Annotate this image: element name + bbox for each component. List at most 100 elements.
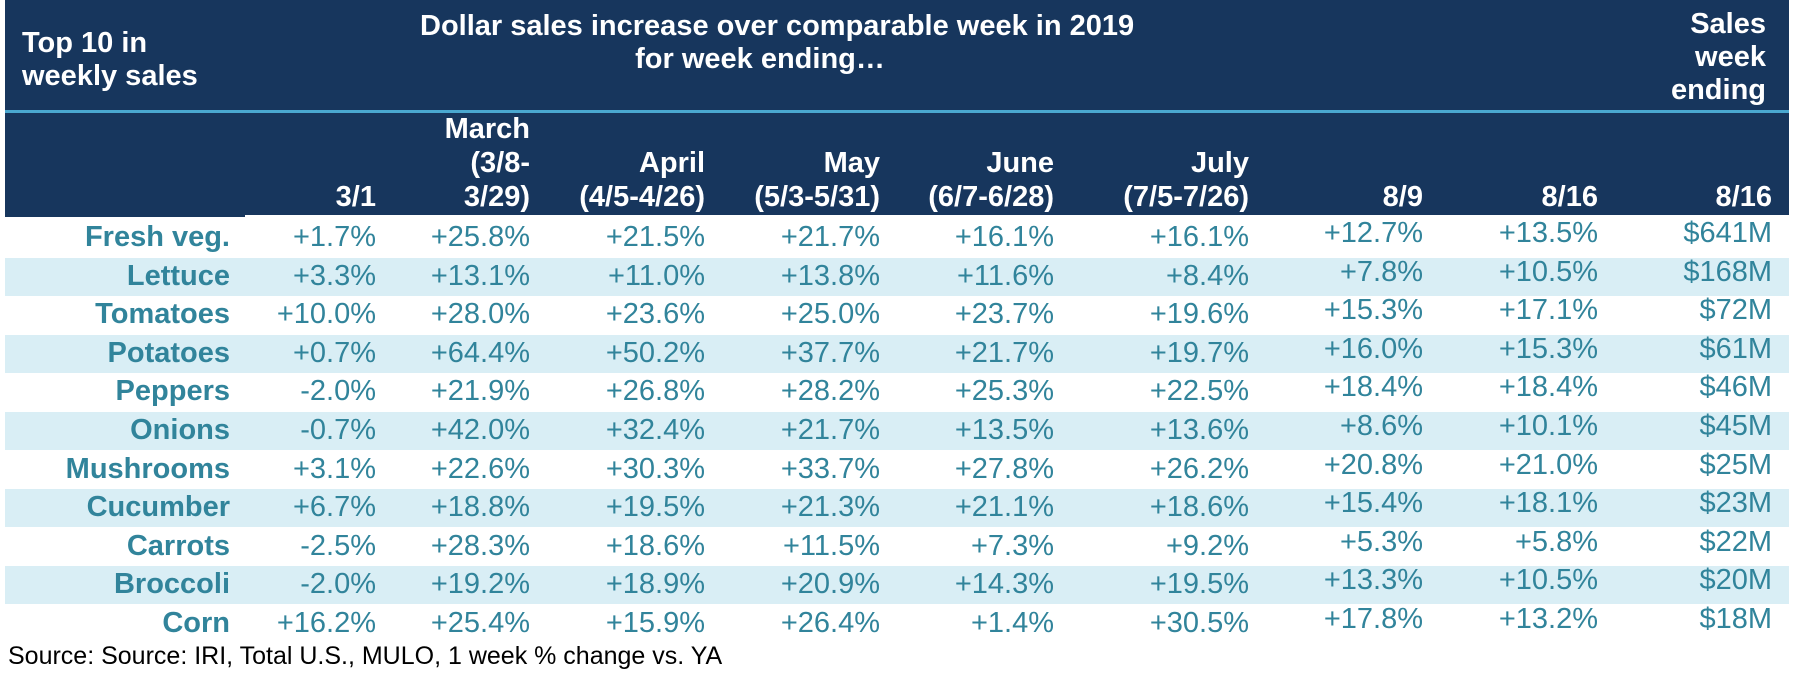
table-cell: +13.3% bbox=[1323, 564, 1423, 597]
table-cell: $18M bbox=[1699, 603, 1772, 635]
table-cell: +10.1% bbox=[1498, 410, 1598, 442]
table-cell: $46M bbox=[1699, 371, 1772, 404]
table-cell: +16.0% bbox=[1323, 332, 1423, 365]
table-cell: +16.1% bbox=[1149, 221, 1249, 253]
column-header-line: (4/5-4/26) bbox=[579, 181, 705, 213]
table-cell: $23M bbox=[1699, 487, 1772, 520]
table-cell: -2.5% bbox=[300, 529, 376, 562]
table-cell: +20.9% bbox=[780, 568, 880, 601]
table-cell: +19.7% bbox=[1149, 336, 1249, 369]
table-cell: +11.5% bbox=[782, 529, 880, 562]
column-header: July (7/5-7/26) bbox=[1049, 146, 1249, 214]
table-cell: +14.3% bbox=[954, 568, 1054, 601]
table-cell: +0.7% bbox=[292, 336, 376, 369]
table-cell: +18.9% bbox=[605, 568, 705, 601]
table-cell: +26.8% bbox=[605, 375, 705, 408]
column-header: June (6/7-6/28) bbox=[854, 146, 1054, 214]
title-right-line: ending bbox=[1670, 74, 1766, 106]
column-header: 8/16 bbox=[1572, 180, 1772, 214]
table-cell: +6.7% bbox=[292, 491, 376, 524]
column-header: 3/1 bbox=[176, 180, 376, 214]
table-cell: +28.0% bbox=[430, 298, 530, 331]
column-header-line: 3/1 bbox=[335, 181, 376, 213]
table-cell: +16.1% bbox=[954, 221, 1054, 253]
table-cell: +18.1% bbox=[1498, 487, 1598, 520]
table-cell: +19.5% bbox=[605, 491, 705, 524]
table-cell: +17.8% bbox=[1323, 603, 1423, 635]
table-cell: +16.2% bbox=[276, 607, 376, 639]
row-stripe bbox=[5, 257, 1789, 296]
row-stripe bbox=[5, 412, 1789, 450]
table-cell: +9.2% bbox=[1165, 529, 1249, 562]
table-cell: $25M bbox=[1699, 448, 1772, 481]
table-cell: +20.8% bbox=[1323, 448, 1423, 481]
table-cell: +21.1% bbox=[954, 491, 1054, 524]
table-cell: +15.3% bbox=[1498, 332, 1598, 365]
table-cell: $641M bbox=[1683, 217, 1772, 249]
table-cell: +8.4% bbox=[1165, 259, 1249, 292]
column-header-line: July bbox=[1190, 147, 1249, 179]
table-cell: $20M bbox=[1699, 564, 1772, 597]
table-cell: +22.5% bbox=[1149, 375, 1249, 408]
table-cell: +19.5% bbox=[1149, 568, 1249, 601]
table-cell: +15.4% bbox=[1323, 487, 1423, 520]
table-cell: +3.1% bbox=[292, 452, 376, 485]
column-header-line: 8/16 bbox=[1541, 181, 1598, 213]
title-right-line: week bbox=[1695, 41, 1766, 73]
table-cell: +21.5% bbox=[605, 221, 705, 253]
row-label: Peppers bbox=[115, 375, 230, 408]
table-cell: +23.6% bbox=[605, 298, 705, 331]
header-notch bbox=[5, 213, 245, 217]
column-header-line: (7/5-7/26) bbox=[1123, 181, 1249, 213]
column-header-line: April bbox=[638, 147, 705, 179]
table-cell: +13.2% bbox=[1498, 603, 1598, 635]
title-left-line: weekly sales bbox=[22, 60, 198, 92]
table-cell: +21.9% bbox=[430, 375, 530, 408]
table-cell: +32.4% bbox=[605, 414, 705, 446]
table-cell: +22.6% bbox=[430, 452, 530, 485]
column-header-line: (5/3-5/31) bbox=[754, 181, 880, 213]
row-stripe bbox=[5, 334, 1789, 373]
row-label: Lettuce bbox=[126, 259, 230, 292]
title-top-10: Top 10 in weekly sales bbox=[22, 27, 198, 93]
column-header-band bbox=[5, 113, 1789, 215]
table-cell: +5.8% bbox=[1514, 525, 1598, 558]
table-cell: +18.4% bbox=[1323, 371, 1423, 404]
column-header-line: May bbox=[823, 147, 880, 179]
row-label: Broccoli bbox=[113, 568, 230, 601]
table-cell: +13.5% bbox=[1498, 217, 1598, 249]
table-cell: $45M bbox=[1699, 410, 1772, 442]
row-label: Carrots bbox=[126, 529, 230, 562]
table-cell: +21.7% bbox=[780, 414, 880, 446]
table-cell: +18.8% bbox=[430, 491, 530, 524]
table-cell: +5.3% bbox=[1339, 525, 1423, 558]
table-cell: +25.0% bbox=[780, 298, 880, 331]
table-cell: +15.9% bbox=[605, 607, 705, 639]
table-cell: +17.1% bbox=[1498, 294, 1598, 327]
row-label: Potatoes bbox=[107, 336, 230, 369]
table-cell: +18.4% bbox=[1498, 371, 1598, 404]
title-center-line: for week ending… bbox=[635, 43, 885, 75]
table-cell: +13.8% bbox=[780, 259, 880, 292]
column-header-line: 3/29) bbox=[463, 181, 530, 213]
table-cell: +13.1% bbox=[430, 259, 530, 292]
title-left-line: Top 10 in bbox=[22, 27, 148, 59]
table-cell: +7.3% bbox=[970, 529, 1054, 562]
column-header: April (4/5-4/26) bbox=[505, 146, 705, 214]
table-cell: +1.4% bbox=[970, 607, 1054, 639]
table-cell: -2.0% bbox=[300, 568, 376, 601]
table-cell: +23.7% bbox=[954, 298, 1054, 331]
row-label: Fresh veg. bbox=[84, 221, 230, 253]
table-cell: +21.3% bbox=[780, 491, 880, 524]
column-header-line: March bbox=[444, 113, 530, 145]
column-header: March (3/8- 3/29) bbox=[330, 112, 530, 214]
table-cell: +18.6% bbox=[605, 529, 705, 562]
table-cell: +8.6% bbox=[1339, 410, 1423, 442]
table-cell: +50.2% bbox=[605, 336, 705, 369]
row-stripe bbox=[5, 566, 1789, 605]
table-cell: +10.5% bbox=[1498, 564, 1598, 597]
table-cell: +10.0% bbox=[276, 298, 376, 331]
table-cell: +26.2% bbox=[1149, 452, 1249, 485]
table-cell: +27.8% bbox=[954, 452, 1054, 485]
table-cell: +64.4% bbox=[430, 336, 530, 369]
